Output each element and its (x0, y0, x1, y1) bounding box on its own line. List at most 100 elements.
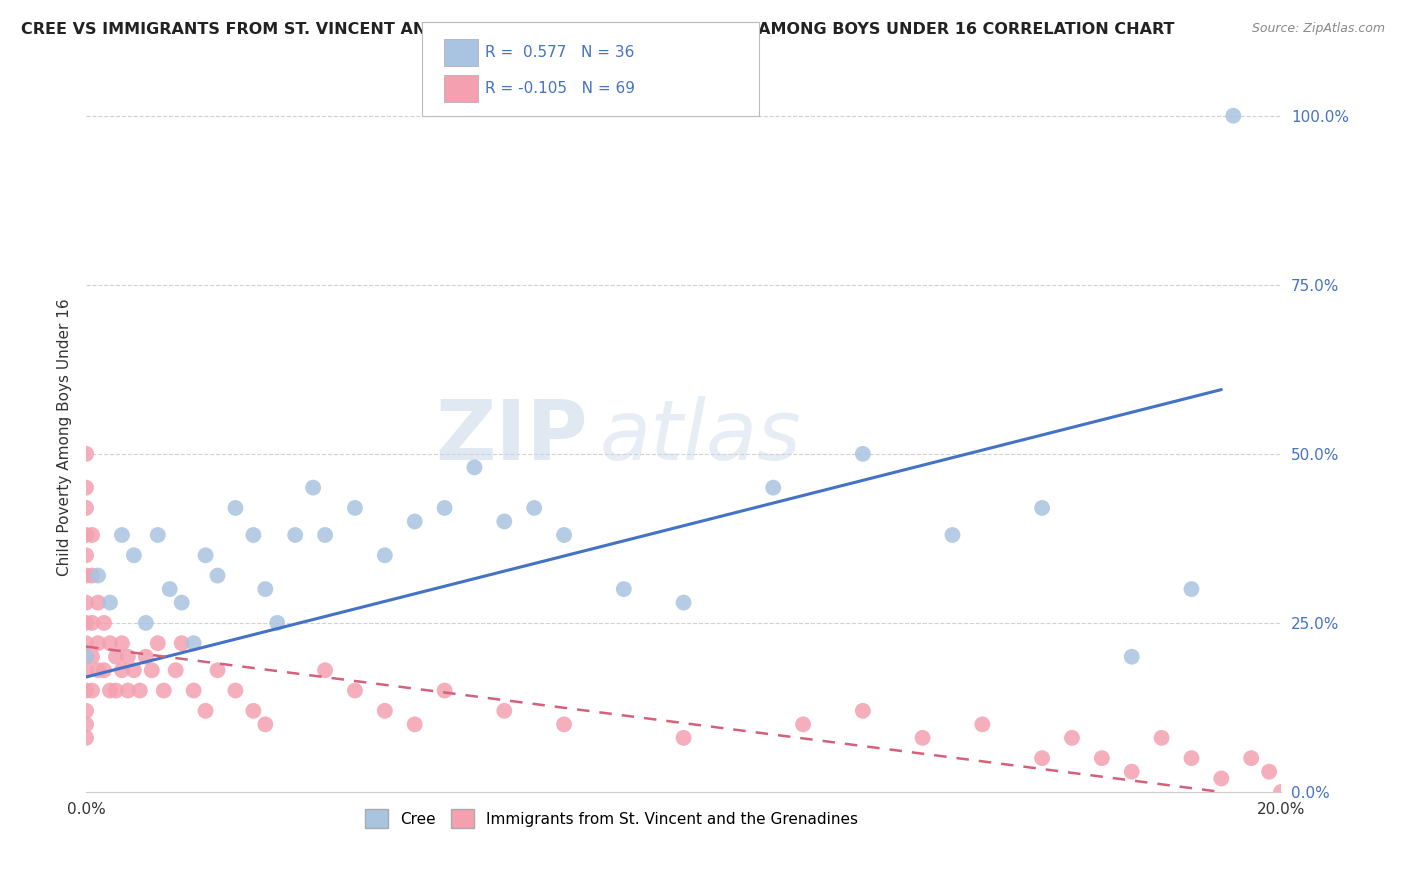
Point (254, 582, 277, 596)
Point (93, 663, 115, 677)
Point (146, 528, 169, 542)
Point (87, 636, 110, 650)
Point (1150, 731, 1173, 745)
Point (75, 636, 97, 650)
Text: CREE VS IMMIGRANTS FROM ST. VINCENT AND THE GRENADINES CHILD POVERTY AMONG BOYS : CREE VS IMMIGRANTS FROM ST. VINCENT AND … (21, 22, 1174, 37)
Point (75, 596, 97, 610)
Point (523, 500, 546, 515)
Point (314, 528, 336, 542)
Point (1258, 764, 1281, 779)
Point (80, 528, 103, 542)
Point (117, 649, 139, 664)
Point (852, 447, 875, 461)
Point (242, 704, 264, 718)
Point (87, 568, 110, 582)
Point (117, 683, 139, 698)
Point (194, 704, 217, 718)
Point (207, 568, 229, 582)
Point (141, 663, 163, 677)
Y-axis label: Child Poverty Among Boys Under 16: Child Poverty Among Boys Under 16 (58, 298, 72, 575)
Point (111, 528, 134, 542)
Text: Source: ZipAtlas.com: Source: ZipAtlas.com (1251, 22, 1385, 36)
Point (75, 615, 97, 630)
Point (374, 704, 396, 718)
Point (75, 568, 97, 582)
Point (224, 683, 246, 698)
Point (224, 500, 246, 515)
Point (98, 636, 121, 650)
Point (972, 717, 994, 731)
Point (75, 481, 97, 495)
Point (75, 649, 97, 664)
Point (672, 596, 695, 610)
Point (75, 500, 97, 515)
Point (75, 528, 97, 542)
Point (1060, 731, 1083, 745)
Point (941, 528, 963, 542)
Point (1222, 109, 1244, 123)
Point (1031, 500, 1053, 515)
Point (553, 717, 575, 731)
Point (762, 481, 785, 495)
Text: atlas: atlas (600, 396, 801, 477)
Point (146, 636, 169, 650)
Point (463, 460, 485, 475)
Point (128, 683, 150, 698)
Point (159, 582, 181, 596)
Point (404, 515, 426, 529)
Point (104, 683, 127, 698)
Point (494, 704, 516, 718)
Point (183, 636, 205, 650)
Point (194, 549, 217, 563)
Point (314, 663, 336, 677)
Point (374, 549, 396, 563)
Point (207, 663, 229, 677)
Point (613, 582, 636, 596)
Point (87, 596, 110, 610)
Point (75, 683, 97, 698)
Point (1211, 772, 1233, 786)
Point (1121, 649, 1143, 664)
Point (80, 568, 103, 582)
Point (1180, 582, 1202, 596)
Point (343, 500, 366, 515)
Point (183, 683, 205, 698)
Point (494, 515, 516, 529)
Point (93, 615, 115, 630)
Text: R =  0.577   N = 36: R = 0.577 N = 36 (485, 45, 634, 60)
Point (254, 717, 277, 731)
Point (122, 549, 145, 563)
Text: ZIP: ZIP (436, 396, 588, 477)
Point (135, 615, 157, 630)
Point (792, 717, 814, 731)
Point (852, 704, 875, 718)
Point (75, 731, 97, 745)
Point (404, 717, 426, 731)
Point (1091, 751, 1114, 765)
Point (75, 663, 97, 677)
Text: R = -0.105   N = 69: R = -0.105 N = 69 (485, 81, 636, 95)
Point (111, 636, 134, 650)
Point (170, 636, 193, 650)
Point (1270, 785, 1292, 799)
Point (135, 649, 157, 664)
Point (1121, 764, 1143, 779)
Point (266, 615, 288, 630)
Point (80, 683, 103, 698)
Point (433, 683, 456, 698)
Point (75, 649, 97, 664)
Point (302, 481, 325, 495)
Point (111, 663, 134, 677)
Point (98, 596, 121, 610)
Point (87, 663, 110, 677)
Point (1180, 751, 1202, 765)
Point (242, 528, 264, 542)
Point (911, 731, 934, 745)
Point (1240, 751, 1263, 765)
Point (75, 717, 97, 731)
Point (1031, 751, 1053, 765)
Point (122, 663, 145, 677)
Point (152, 683, 174, 698)
Point (75, 704, 97, 718)
Point (672, 731, 695, 745)
